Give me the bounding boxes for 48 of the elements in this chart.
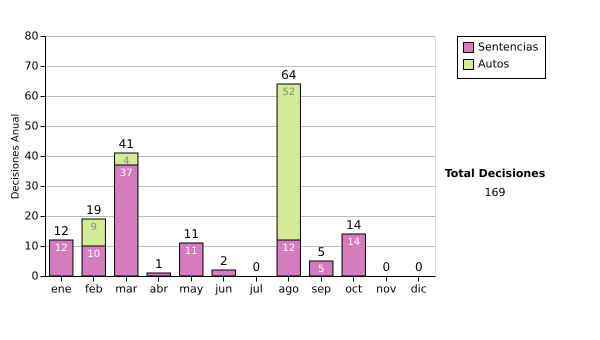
total-label: 0	[252, 260, 260, 274]
legend-label: Autos	[478, 58, 510, 70]
x-tick-label: ene	[50, 282, 72, 296]
x-tick-label: nov	[376, 282, 397, 296]
x-tick-label: sep	[312, 282, 332, 296]
total-label: 0	[382, 260, 390, 274]
x-tick-label: oct	[345, 282, 363, 296]
total-label: 5	[317, 245, 326, 259]
data-label: 5	[318, 264, 324, 275]
data-label: 12	[282, 243, 296, 254]
y-tick-label: 30	[24, 180, 38, 192]
x-tick-label: feb	[84, 282, 103, 296]
data-label: 11	[184, 246, 198, 257]
total-label: 2	[220, 254, 228, 268]
x-tick-label: abr	[150, 282, 168, 296]
data-label: 4	[123, 156, 130, 167]
data-label: 37	[120, 168, 133, 179]
x-tick-label: jul	[248, 282, 263, 296]
total-label: 11	[184, 227, 199, 241]
total-label: 0	[414, 260, 423, 274]
total-label: 1	[154, 257, 163, 271]
data-label: 52	[282, 87, 296, 98]
y-tick-label: 0	[32, 270, 38, 282]
data-label: 14	[347, 237, 360, 248]
y-tick-label: 10	[24, 240, 38, 252]
total-label: 14	[346, 218, 362, 232]
x-tick-label: jun	[214, 282, 232, 296]
y-tick-label: 80	[24, 30, 38, 42]
x-tick-label: dic	[410, 282, 427, 296]
x-tick-label: may	[179, 282, 204, 296]
total-label: 41	[118, 137, 134, 151]
y-tick-label: 40	[24, 150, 38, 162]
total-label: 19	[86, 203, 102, 217]
total-label: 64	[281, 68, 296, 82]
data-label: 12	[54, 243, 68, 254]
y-tick-label: 70	[24, 60, 38, 72]
x-tick-label: ago	[278, 282, 300, 296]
legend-label: Sentencias	[478, 40, 539, 54]
y-tick-label: 50	[24, 120, 38, 132]
text: Total Decisiones	[444, 167, 546, 180]
y-axis-title: Decisiones Anual	[10, 114, 22, 200]
text: 169	[484, 186, 506, 199]
total-label: 12	[54, 224, 69, 238]
x-tick-label: mar	[115, 282, 138, 296]
data-label: 9	[90, 222, 97, 233]
y-tick-label: 20	[24, 210, 38, 222]
data-label: 10	[87, 249, 100, 260]
y-tick-label: 60	[24, 90, 38, 102]
